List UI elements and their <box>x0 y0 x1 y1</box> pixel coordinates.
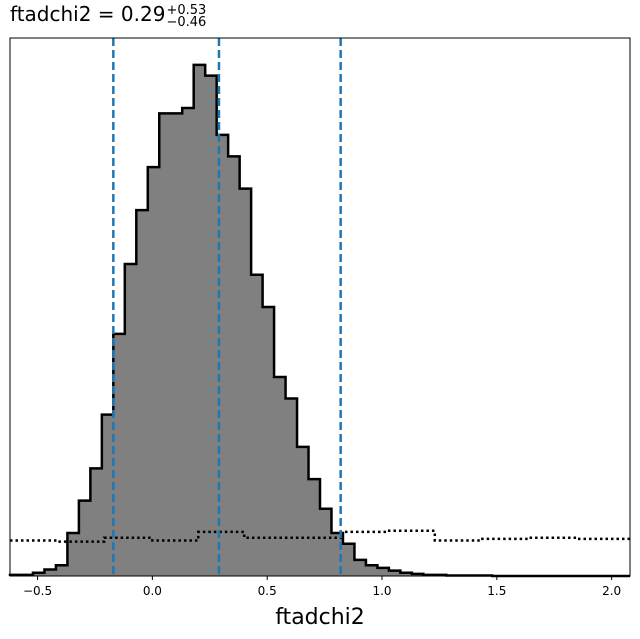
posterior-histogram-outline <box>8 63 630 578</box>
title-errors: +0.53 −0.46 <box>166 2 207 30</box>
title-lower-error: −0.46 <box>166 14 207 30</box>
x-tick-label: 1.5 <box>487 584 506 598</box>
title-median: 0.29 <box>120 2 166 26</box>
plot-frame <box>9 37 631 577</box>
x-tick-label: 1.0 <box>372 584 391 598</box>
posterior-histogram-fill <box>10 64 630 577</box>
x-tick-label: 2.0 <box>602 584 621 598</box>
x-axis: −0.5 0.0 0.5 1.0 1.5 2.0 <box>23 576 621 598</box>
x-axis-label: ftadchi2 <box>275 605 365 630</box>
title-parameter: ftadchi2 <box>10 2 92 26</box>
quantile-lines <box>112 38 342 576</box>
x-tick-label: 0.0 <box>143 584 162 598</box>
title-upper-error: +0.53 <box>166 2 207 18</box>
x-tick-label: 0.5 <box>258 584 277 598</box>
x-tick-label: −0.5 <box>23 584 52 598</box>
chart-title: ftadchi2 = 0.29 +0.53 −0.46 <box>10 2 207 30</box>
